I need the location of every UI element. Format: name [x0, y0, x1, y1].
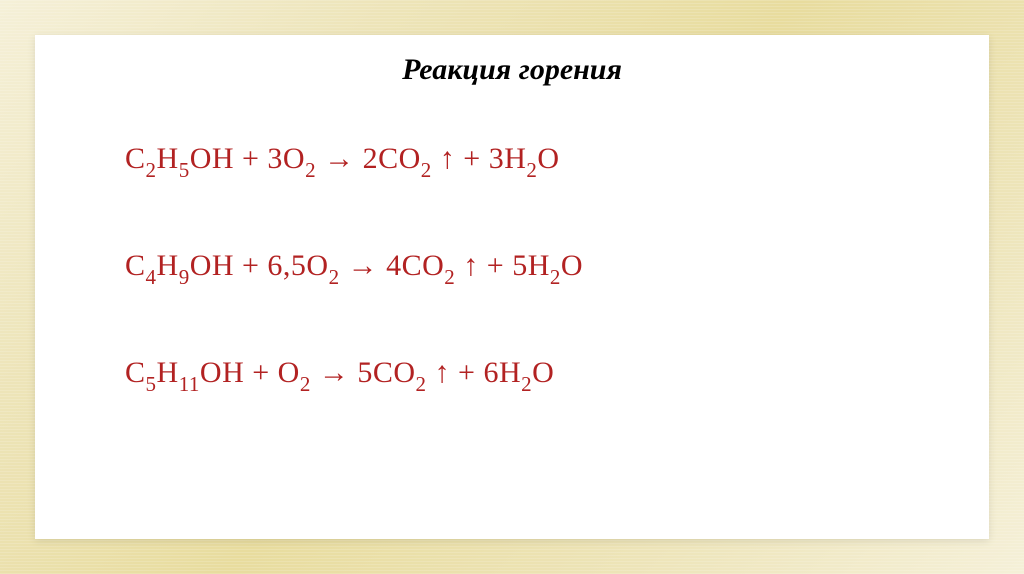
slide-content: Реакция горения C2H5OH + 3O2 → 2CO2 ↑ + … [35, 35, 989, 539]
equation-2: C4H9OH + 6,5O2 → 4CO2 ↑ + 5H2O [125, 249, 929, 288]
equation-3: C5H11OH + O2 → 5CO2 ↑ + 6H2O [125, 356, 929, 395]
slide-title: Реакция горения [95, 53, 929, 87]
equations-container: C2H5OH + 3O2 → 2CO2 ↑ + 3H2O C4H9OH + 6,… [95, 142, 929, 395]
equation-1: C2H5OH + 3O2 → 2CO2 ↑ + 3H2O [125, 142, 929, 181]
